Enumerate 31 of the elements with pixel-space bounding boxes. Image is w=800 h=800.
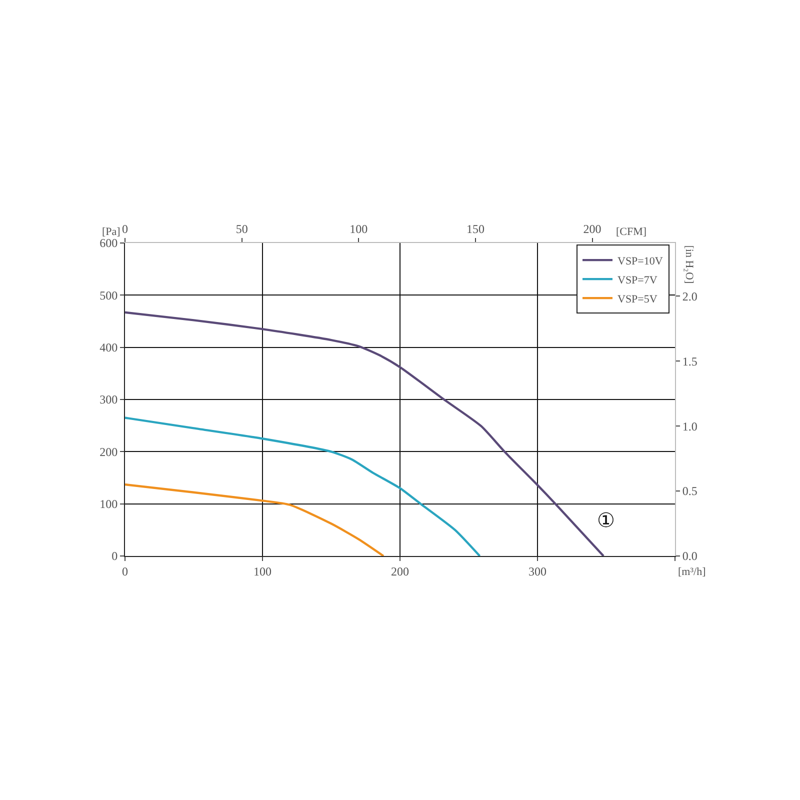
x-tick-label: 200 [391, 564, 409, 578]
y2-tick-label: 1.5 [682, 354, 698, 368]
y-tick-label: 300 [100, 392, 118, 407]
line-series [125, 483, 385, 556]
annotation: ① [597, 510, 615, 532]
y2-tick-label: 2.0 [682, 289, 698, 304]
x2-axis-title: [CFM] [616, 226, 647, 238]
y-tick-label: 200 [100, 444, 118, 459]
x2-tick-label: 50 [236, 222, 248, 236]
x2-tick-label: 0 [122, 222, 128, 236]
y2-tick-label: 0.0 [682, 549, 698, 564]
y-tick-label: 400 [100, 340, 118, 355]
legend-label: VSP=10V [618, 255, 663, 268]
y-tick-label: 600 [100, 236, 118, 250]
y-tick-label: 0 [112, 549, 118, 564]
y2-axis-title: [in H₂O] [682, 245, 695, 284]
y-tick-label: 500 [100, 288, 118, 302]
x-axis-title: [m³/h] [678, 566, 706, 578]
y-tick-label: 100 [100, 497, 118, 512]
y2-tick-label: 0.5 [682, 484, 698, 498]
legend-label: VSP=5V [618, 293, 658, 306]
legend-label: VSP=7V [618, 274, 658, 286]
y-axis-title: [Pa] [102, 226, 120, 238]
x-tick-label: 0 [122, 564, 128, 578]
x-tick-label: 100 [254, 564, 272, 578]
x-tick-label: 300 [528, 564, 546, 578]
y2-tick-label: 1.0 [682, 419, 698, 434]
line-series [125, 416, 481, 556]
x2-tick-label: 150 [466, 222, 484, 236]
x2-tick-label: 200 [583, 222, 602, 236]
x2-tick-label: 100 [350, 222, 368, 236]
